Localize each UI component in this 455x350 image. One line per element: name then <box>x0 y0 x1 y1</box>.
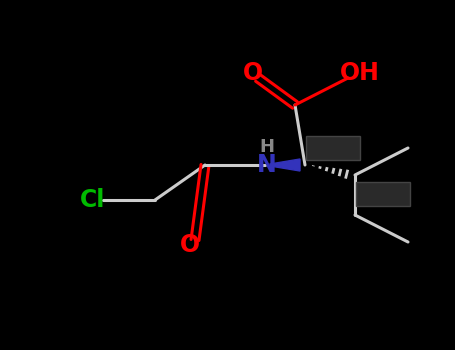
Text: N: N <box>257 153 277 177</box>
Text: Cl: Cl <box>81 188 106 212</box>
Polygon shape <box>270 159 300 171</box>
Text: H: H <box>259 138 274 156</box>
FancyBboxPatch shape <box>306 136 360 160</box>
FancyBboxPatch shape <box>356 182 410 206</box>
Text: O: O <box>243 61 263 85</box>
Text: O: O <box>180 233 200 257</box>
Text: OH: OH <box>340 61 380 85</box>
